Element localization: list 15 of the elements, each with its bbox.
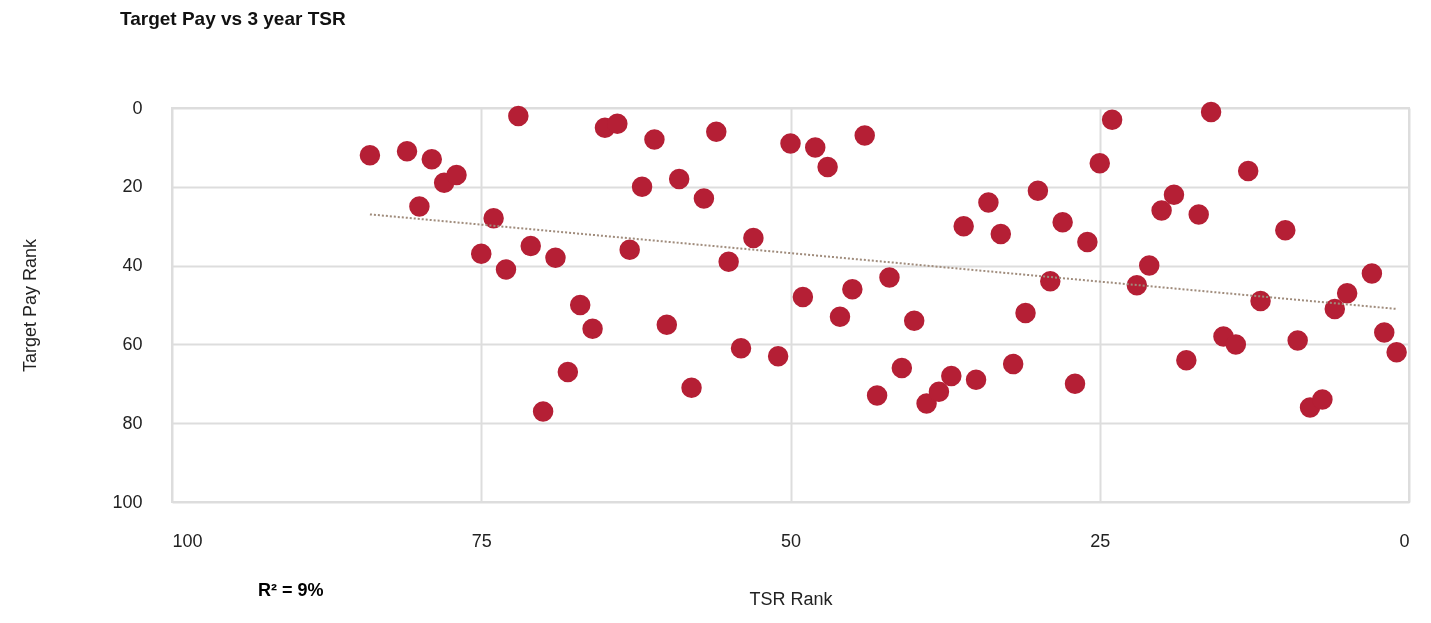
x-tick-label: 25	[1090, 530, 1111, 551]
y-tick-label: 100	[112, 491, 143, 512]
y-tick-label: 20	[122, 176, 143, 197]
y-tick-label: 0	[132, 97, 143, 118]
x-tick-label: 100	[172, 530, 203, 551]
y-tick-label: 40	[122, 255, 143, 276]
x-axis-title: TSR Rank	[749, 588, 834, 609]
x-tick-label: 0	[1399, 530, 1410, 551]
chart-title: Target Pay vs 3 year TSR	[120, 8, 346, 29]
x-tick-label: 75	[471, 530, 492, 551]
y-tick-label: 60	[122, 333, 143, 354]
x-tick-label: 50	[780, 530, 802, 551]
y-tick-label: 80	[122, 412, 143, 433]
y-axis-title: Target Pay Rank	[20, 237, 41, 373]
text: R² = 9%	[258, 580, 324, 601]
